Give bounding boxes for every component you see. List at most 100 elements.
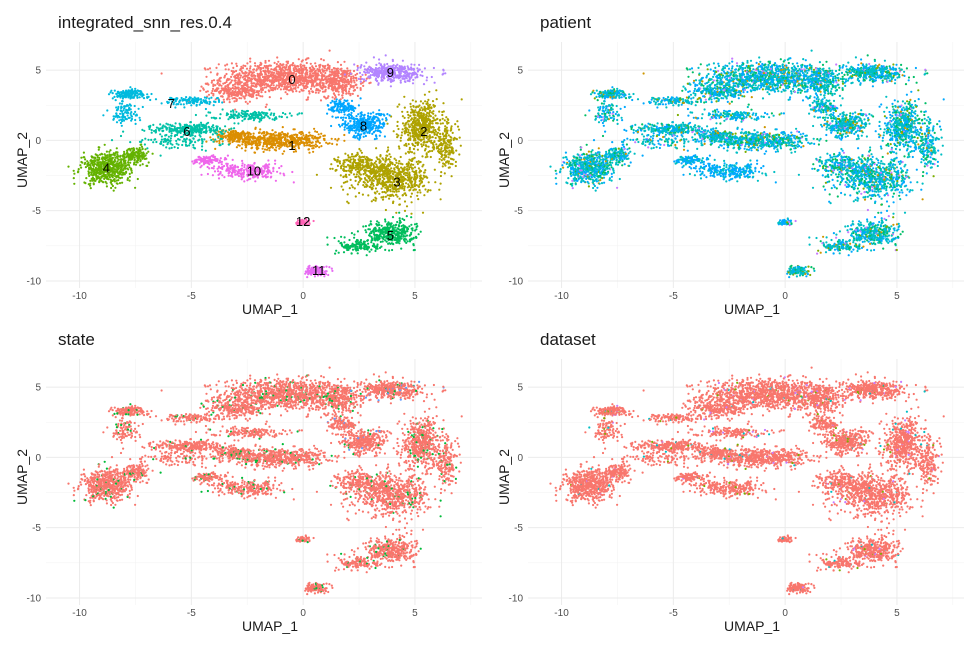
- scatter-point: [318, 146, 321, 149]
- scatter-point: [116, 155, 120, 158]
- scatter-point: [334, 252, 337, 255]
- scatter-point: [209, 71, 212, 74]
- scatter-point: [222, 98, 225, 101]
- scatter-point: [421, 177, 424, 180]
- scatter-point: [426, 100, 429, 104]
- scatter-point: [260, 91, 263, 94]
- scatter-point: [250, 73, 253, 76]
- scatter-point: [275, 146, 278, 149]
- scatter-point: [349, 158, 353, 161]
- scatter-point: [342, 71, 345, 74]
- scatter-point: [287, 89, 290, 92]
- scatter-point: [331, 78, 334, 81]
- scatter-point: [218, 83, 221, 86]
- scatter-point: [356, 167, 359, 170]
- scatter-point: [373, 161, 376, 165]
- scatter-point: [139, 164, 142, 167]
- scatter-point: [364, 178, 367, 181]
- scatter-point: [299, 65, 303, 68]
- scatter-point: [308, 131, 311, 134]
- scatter-point: [275, 65, 278, 68]
- scatter-point: [112, 178, 115, 181]
- scatter-point: [261, 136, 264, 139]
- scatter-point: [323, 74, 326, 78]
- scatter-point: [346, 67, 349, 70]
- scatter-point: [267, 72, 270, 75]
- scatter-point: [450, 136, 453, 139]
- scatter-point: [267, 59, 271, 62]
- scatter-point: [347, 82, 350, 86]
- scatter-point: [200, 85, 203, 88]
- scatter-point: [391, 190, 394, 193]
- scatter-point: [341, 88, 344, 91]
- scatter-point: [410, 182, 413, 185]
- scatter-point: [93, 159, 96, 162]
- scatter-point: [261, 88, 264, 92]
- scatter-point: [126, 177, 129, 180]
- scatter-point: [386, 185, 389, 188]
- scatter-point: [232, 66, 235, 69]
- scatter-point: [343, 86, 346, 89]
- scatter-point: [419, 191, 422, 194]
- scatter-point: [82, 151, 85, 154]
- scatter-point: [137, 158, 140, 162]
- scatter-point: [445, 150, 448, 153]
- scatter-point: [296, 143, 299, 146]
- scatter-point: [285, 72, 288, 75]
- scatter-point: [139, 158, 142, 161]
- scatter-point: [230, 130, 233, 133]
- scatter-point: [314, 91, 317, 94]
- scatter-point: [410, 216, 413, 219]
- scatter-point: [419, 139, 423, 142]
- scatter-point: [143, 155, 146, 158]
- scatter-point: [244, 64, 247, 68]
- scatter-point: [356, 230, 359, 233]
- scatter-point: [287, 67, 290, 70]
- scatter-point: [347, 154, 350, 157]
- scatter-point: [234, 85, 237, 88]
- scatter-point: [111, 184, 114, 188]
- scatter-point: [398, 203, 401, 206]
- scatter-point: [343, 139, 346, 142]
- scatter-point: [115, 175, 118, 178]
- scatter-point: [396, 220, 399, 224]
- scatter-point: [335, 168, 338, 172]
- scatter-point: [411, 167, 414, 170]
- scatter-point: [314, 62, 317, 65]
- scatter-point: [325, 69, 328, 72]
- scatter-point: [106, 154, 109, 157]
- scatter-point: [352, 69, 356, 73]
- scatter-point: [423, 93, 426, 96]
- scatter-point: [414, 235, 418, 238]
- scatter-point: [72, 177, 75, 180]
- scatter-point: [378, 166, 381, 169]
- scatter-point: [274, 131, 277, 134]
- scatter-point: [337, 137, 340, 140]
- scatter-point: [444, 154, 447, 157]
- scatter-point: [138, 152, 141, 155]
- scatter-point: [417, 233, 420, 236]
- scatter-point: [429, 115, 432, 118]
- scatter-point: [105, 182, 108, 185]
- scatter-point: [89, 166, 92, 169]
- scatter-point: [418, 183, 421, 186]
- scatter-point: [106, 156, 109, 159]
- scatter-point: [352, 79, 355, 82]
- scatter-point: [425, 118, 428, 121]
- scatter-point: [231, 97, 234, 100]
- scatter-point: [425, 102, 428, 105]
- scatter-point: [403, 132, 406, 135]
- scatter-point: [115, 147, 118, 150]
- scatter-point: [254, 77, 257, 80]
- scatter-point: [257, 79, 260, 82]
- scatter-point: [428, 137, 431, 140]
- scatter-point: [444, 148, 447, 151]
- scatter-point: [371, 238, 374, 241]
- scatter-point: [389, 185, 392, 189]
- scatter-point: [302, 89, 305, 92]
- scatter-point: [342, 251, 346, 254]
- scatter-point: [397, 233, 400, 237]
- scatter-point: [441, 113, 444, 117]
- scatter-point: [438, 129, 441, 132]
- scatter-point: [320, 58, 323, 61]
